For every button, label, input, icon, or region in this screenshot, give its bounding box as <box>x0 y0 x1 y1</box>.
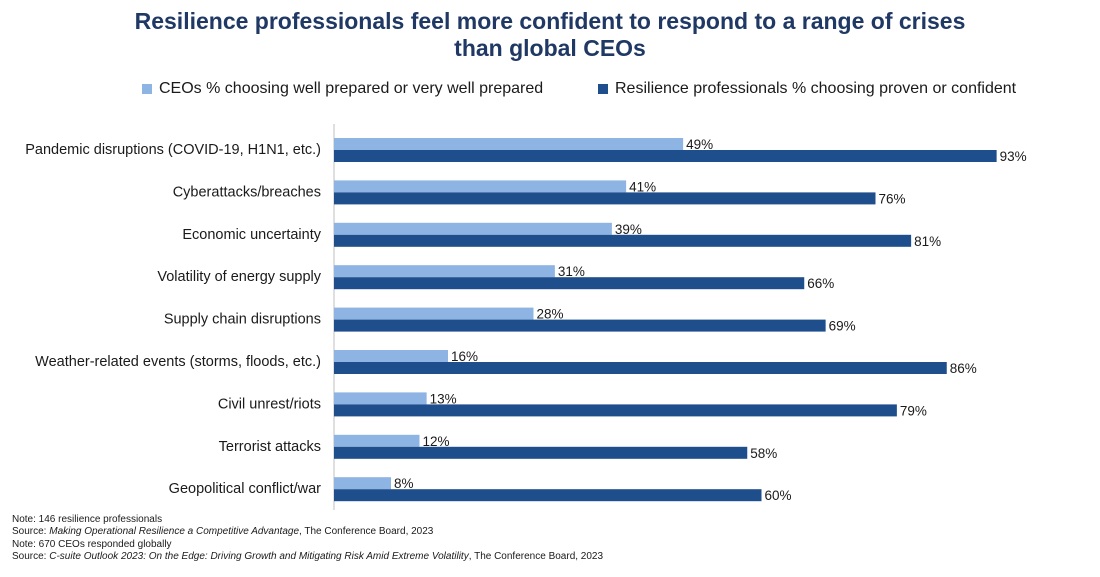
bar-resilience-economic-uncertainty <box>334 234 912 247</box>
note-ceo-sample: Note: 670 CEOs responded globally <box>12 538 172 550</box>
data-label-resilience-supply-chain-disruptions: 69% <box>829 319 856 334</box>
data-label-ceos-terrorist-attacks: 12% <box>423 434 450 449</box>
source-ceo-title: C-suite Outlook 2023: On the Edge: Drivi… <box>49 550 469 562</box>
source-resilience-prefix: Source: <box>12 526 50 538</box>
bar-resilience-volatility-of-energy-supply <box>334 277 805 290</box>
data-label-ceos-geopolitical-conflict-war: 8% <box>394 476 414 491</box>
data-label-ceos-weather-related-events-storms-floods-etc: 16% <box>451 349 478 364</box>
bar-resilience-pandemic-disruptions-covid-19-h1n1-etc <box>334 150 997 162</box>
bar-ceos-geopolitical-conflict-war <box>334 477 391 490</box>
data-label-ceos-pandemic-disruptions-covid-19-h1n1-etc: 49% <box>686 137 713 152</box>
bar-resilience-geopolitical-conflict-war <box>334 489 762 502</box>
category-label-civil-unrest-riots: Civil unrest/riots <box>218 396 321 412</box>
category-label-weather-related-events-storms-floods-etc: Weather-related events (storms, floods, … <box>35 354 321 370</box>
bar-resilience-terrorist-attacks <box>334 446 748 459</box>
legend-item-ceos: CEOs % choosing well prepared or very we… <box>142 80 543 98</box>
data-label-resilience-economic-uncertainty: 81% <box>914 234 941 249</box>
source-resilience: Source: Making Operational Resilience a … <box>12 526 603 538</box>
legend-label-resilience: Resilience professionals % choosing prov… <box>615 80 1017 97</box>
category-label-geopolitical-conflict-war: Geopolitical conflict/war <box>169 481 321 497</box>
data-label-resilience-terrorist-attacks: 58% <box>750 446 777 461</box>
bar-ceos-supply-chain-disruptions <box>334 307 534 320</box>
data-label-resilience-volatility-of-energy-supply: 66% <box>807 276 834 291</box>
data-label-resilience-cyberattacks-breaches: 76% <box>879 191 906 206</box>
chart-title-line-2: than global CEOs <box>454 35 646 61</box>
chart-title: Resilience professionals feel more confi… <box>0 8 1100 62</box>
bar-ceos-economic-uncertainty <box>334 222 612 235</box>
category-label-terrorist-attacks: Terrorist attacks <box>219 439 321 455</box>
bar-ceos-terrorist-attacks <box>334 434 420 447</box>
data-label-ceos-supply-chain-disruptions: 28% <box>537 307 564 322</box>
legend-swatch-resilience <box>598 84 608 94</box>
category-label-cyberattacks-breaches: Cyberattacks/breaches <box>173 184 321 200</box>
source-resilience-title: Making Operational Resilience a Competit… <box>49 526 300 538</box>
bar-resilience-weather-related-events-storms-floods-etc <box>334 362 947 374</box>
legend-label-ceos: CEOs % choosing well prepared or very we… <box>159 80 544 97</box>
footnotes: Note: 146 resilience professionals Sourc… <box>12 514 603 563</box>
source-ceo-suffix: , The Conference Board, 2023 <box>468 550 604 562</box>
category-label-volatility-of-energy-supply: Volatility of energy supply <box>157 269 321 285</box>
source-ceo-prefix: Source: <box>12 550 50 562</box>
source-ceo: Source: C-suite Outlook 2023: On the Edg… <box>12 551 603 563</box>
data-label-ceos-cyberattacks-breaches: 41% <box>629 179 656 194</box>
bar-ceos-volatility-of-energy-supply <box>334 265 555 278</box>
data-label-resilience-civil-unrest-riots: 79% <box>900 403 927 418</box>
bar-ceos-cyberattacks-breaches <box>334 180 627 193</box>
data-label-resilience-weather-related-events-storms-floods-etc: 86% <box>950 361 977 376</box>
bar-resilience-cyberattacks-breaches <box>334 192 876 205</box>
data-label-ceos-volatility-of-energy-supply: 31% <box>558 264 585 279</box>
category-label-supply-chain-disruptions: Supply chain disruptions <box>164 312 321 328</box>
chart-title-line-1: Resilience professionals feel more confi… <box>134 8 966 34</box>
legend-swatch-ceos <box>142 84 152 94</box>
category-label-pandemic-disruptions-covid-19-h1n1-etc: Pandemic disruptions (COVID-19, H1N1, et… <box>25 142 321 158</box>
bar-ceos-civil-unrest-riots <box>334 392 427 405</box>
data-label-resilience-pandemic-disruptions-covid-19-h1n1-etc: 93% <box>1000 149 1027 164</box>
bar-ceos-weather-related-events-storms-floods-etc <box>334 350 448 362</box>
legend-item-resilience: Resilience professionals % choosing prov… <box>598 80 1016 98</box>
data-label-ceos-civil-unrest-riots: 13% <box>430 391 457 406</box>
bar-resilience-civil-unrest-riots <box>334 404 897 417</box>
bar-ceos-pandemic-disruptions-covid-19-h1n1-etc <box>334 138 684 150</box>
data-label-ceos-economic-uncertainty: 39% <box>615 222 642 237</box>
note-resilience-sample: Note: 146 resilience professionals <box>12 514 163 525</box>
category-label-economic-uncertainty: Economic uncertainty <box>182 227 321 243</box>
legend: CEOs % choosing well prepared or very we… <box>0 80 1100 102</box>
source-resilience-suffix: , The Conference Board, 2023 <box>299 526 434 538</box>
bar-resilience-supply-chain-disruptions <box>334 319 826 332</box>
data-label-resilience-geopolitical-conflict-war: 60% <box>765 488 792 503</box>
